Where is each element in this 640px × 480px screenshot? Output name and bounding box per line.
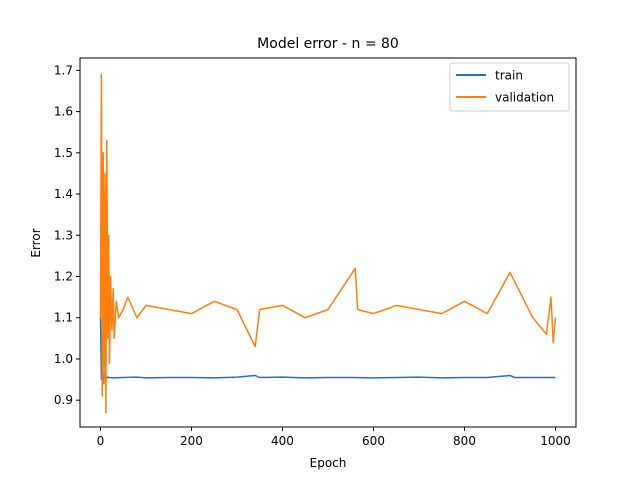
series-line-validation (99, 73, 557, 414)
legend-label-train: train (495, 69, 523, 83)
y-axis: 0.9 1.0 1.1 1.2 1.3 1.4 1.5 1.6 1.7 (54, 63, 80, 407)
y-tick-label: 1.5 (54, 146, 73, 160)
plot-area (99, 73, 557, 414)
y-tick-label: 1.6 (54, 105, 73, 119)
x-tick-label: 600 (362, 434, 385, 448)
x-tick-label: 0 (97, 434, 105, 448)
axes-frame (79, 57, 577, 428)
chart-title: Model error - n = 80 (257, 36, 399, 52)
y-tick-label: 1.1 (54, 311, 73, 325)
y-tick-label: 1.7 (54, 63, 73, 77)
x-axis-label: Epoch (310, 456, 347, 470)
legend-label-validation: validation (495, 91, 554, 105)
x-tick-label: 200 (180, 434, 203, 448)
x-axis: 0 200 400 600 800 1000 (97, 427, 571, 448)
y-tick-label: 1.3 (54, 228, 73, 242)
x-tick-label: 400 (271, 434, 294, 448)
x-tick-label: 800 (453, 434, 476, 448)
x-tick-label: 1000 (540, 434, 571, 448)
y-axis-label: Error (29, 228, 43, 257)
series-line-train (99, 317, 556, 385)
y-tick-label: 0.9 (54, 393, 73, 407)
legend: train validation (449, 62, 570, 112)
y-tick-label: 1.2 (54, 270, 73, 284)
y-tick-label: 1.0 (54, 352, 73, 366)
y-tick-label: 1.4 (54, 187, 73, 201)
